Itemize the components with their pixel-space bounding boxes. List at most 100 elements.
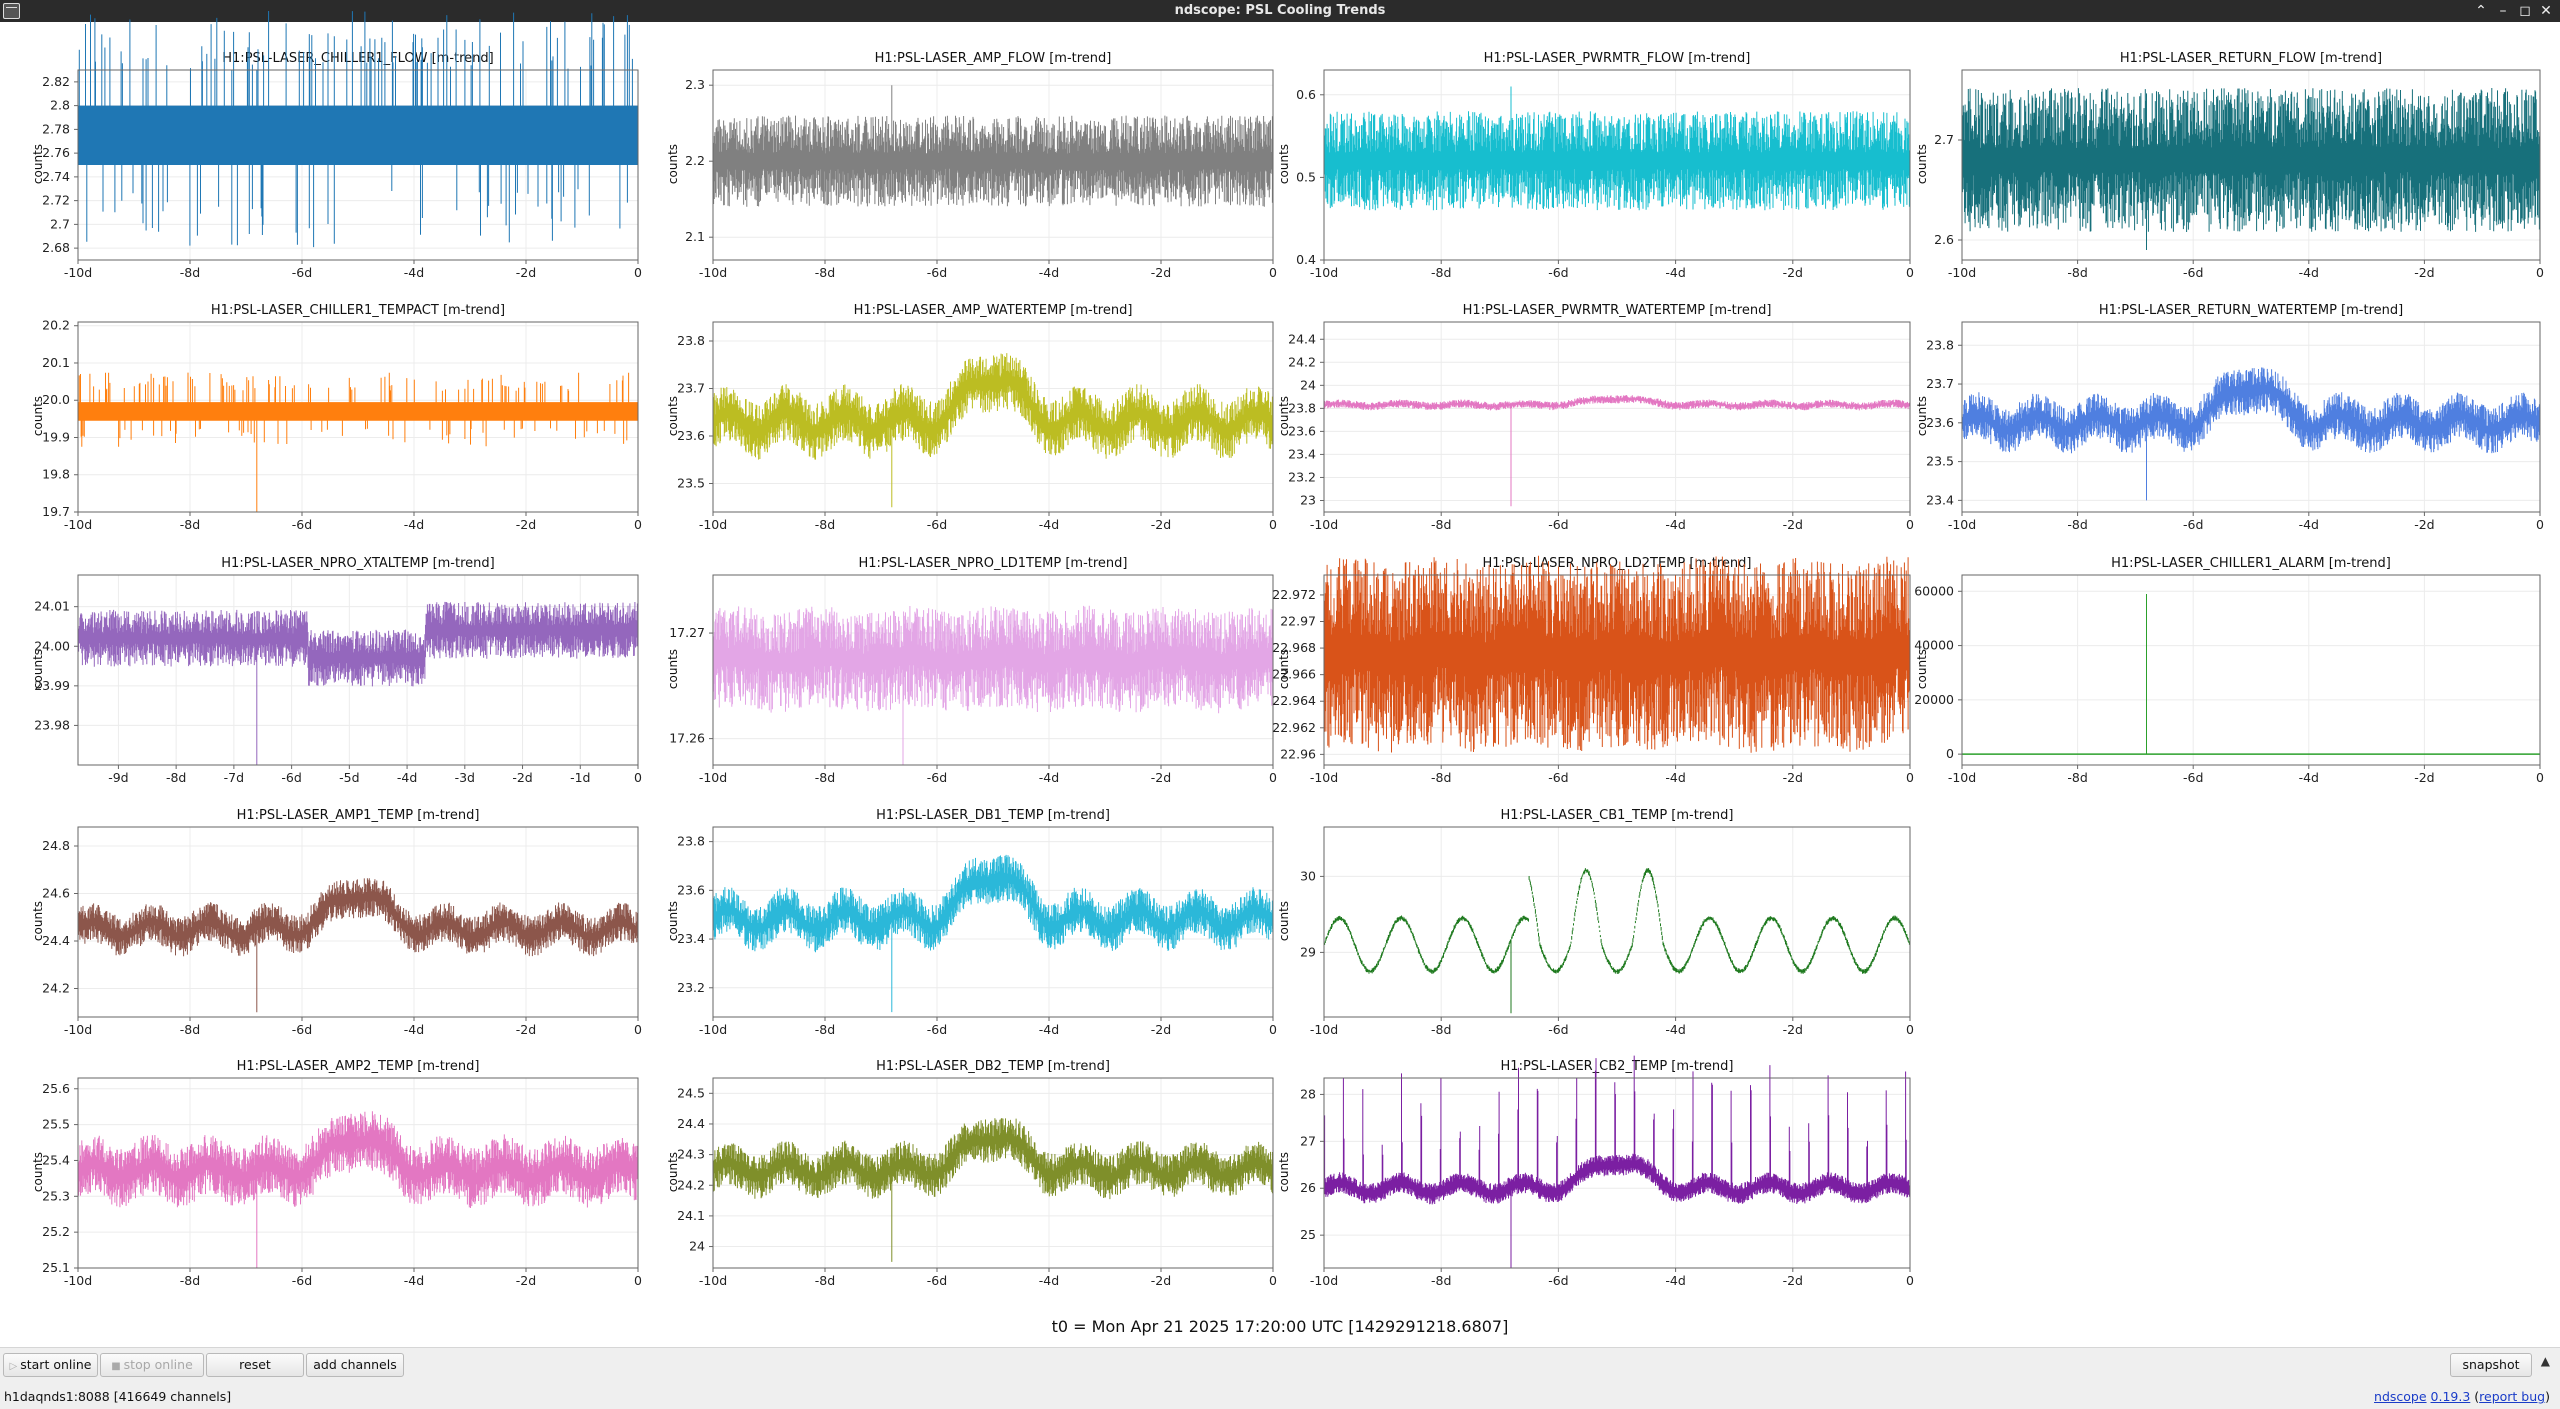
y-tick-label: 24.00 [34,638,70,653]
y-tick-label: 25.2 [42,1224,70,1239]
t0-label: t0 = Mon Apr 21 2025 17:20:00 UTC [14292… [1051,1317,1509,1336]
x-tick-label: -4d [2299,770,2319,785]
plot-title: H1:PSL-LASER_RETURN_WATERTEMP [m-trend] [2098,303,2404,318]
x-tick-label: -8d [2067,265,2087,280]
plot-3[interactable]: 2.7 2.6 -10d -8d -6d -4d -2d 0 [1934,69,2544,282]
add-channels-button[interactable]: add channels [306,1353,404,1377]
close-icon[interactable]: ✕ [2540,3,2552,19]
x-tick-label: -4d [1665,265,1685,280]
plot-4[interactable]: 20.2 20.1 20.0 19.9 19.8 19.7-10d -8d -6d -4d -2d… [42,318,642,534]
y-tick-label: 25.3 [42,1188,70,1203]
stop-online-button: ■ stop online [100,1353,204,1377]
plot-0[interactable]: 2.82 2.8 2.78 2.76 2.74 2.72 2.7 2.68 -10d -8d -6d… [42,11,642,282]
app-menu-icon[interactable] [3,3,20,19]
x-tick-label: -4d [1665,1273,1685,1288]
expand-up-icon[interactable]: ▲ [2540,1354,2550,1368]
plot-16[interactable]: 24.5 24.4 24.3 24.2 24.1 24 -10d -8d -6d -4d -2d 0 [677,1077,1277,1290]
x-tick-label: -10d [699,265,727,280]
y-tick-label: 24.6 [42,886,70,901]
plot-5[interactable]: 23.8 23.7 23.6 23.5 -10d -8d -6d -4d -2d 0 [677,321,1277,534]
y-tick-label: 23.8 [677,834,705,849]
app-name-link[interactable]: ndscope [2374,1389,2427,1404]
x-tick-label: -10d [699,1022,727,1037]
stop-icon: ■ [111,1361,121,1372]
x-tick-label: -4d [1665,770,1685,785]
x-tick-label: -10d [1310,770,1338,785]
y-tick-label: 22.968 [1272,640,1316,655]
axes-frame [1323,574,1911,766]
trace-path [1323,555,1910,753]
y-tick-label: 2.7 [50,216,70,231]
plot-13[interactable]: 23.8 23.6 23.4 23.2 -10d -8d -6d -4d -2d 0 [677,826,1277,1039]
plot-title: H1:PSL-LASER_CHILLER1_FLOW [m-trend] [222,51,494,66]
reset-button[interactable]: reset [206,1353,304,1377]
y-tick-label: 22.972 [1272,587,1316,602]
plot-8[interactable]: 24.01 24.00 23.99 23.98 -9d -8d -7d -6d -5d -4d -3… [34,574,642,787]
x-tick-label: -8d [2067,770,2087,785]
plot-7[interactable]: 23.8 23.7 23.6 23.5 23.4 -10d -8d -6d -4d -2d 0 [1926,321,2544,534]
plot-17[interactable]: 28 27 26 25 -10d -8d -6d -4d -2d 0 [1300,1055,1914,1290]
axes-frame [712,574,1274,766]
axes-frame [1323,1077,1911,1269]
data-trace [1323,868,1910,1014]
x-tick-label: -4d [2299,517,2319,532]
x-tick-label: -10d [1948,770,1976,785]
report-bug-link[interactable]: report bug [2479,1389,2546,1404]
axes-frame [77,69,639,261]
x-tick-label: -10d [1310,1022,1338,1037]
plot-grid[interactable]: H1:PSL-LASER_CHILLER1_FLOW [m-trend] coun… [0,11,2560,1347]
plot-10[interactable]: 22.972 22.97 22.968 22.966 22.964 22.962 22.96… [1272,555,1914,787]
plot-15[interactable]: 25.6 25.5 25.4 25.3 25.2 25.1-10d -8d -6d -4d -2d… [42,1077,642,1290]
keep-above-icon[interactable]: ⌃ [2475,3,2487,19]
axes-frame [1961,574,2541,766]
x-tick-label: 0 [634,517,642,532]
y-tick-label: 2.76 [42,145,70,160]
start-online-button[interactable]: ▷ start online [3,1353,98,1377]
x-tick-label: -8d [180,265,200,280]
x-tick-label: 0 [1906,517,1914,532]
x-tick-label: -2d [516,1022,536,1037]
y-tick-label: 2.74 [42,169,70,184]
y-tick-label: 27 [1300,1133,1316,1148]
version-info: ndscope 0.19.3 (report bug) [2374,1389,2550,1404]
plot-2[interactable]: 0.6 0.5 0.4-10d -8d -6d -4d -2d 0 [1296,69,1914,282]
x-tick-label: -6d [281,770,301,785]
maximize-icon[interactable]: ◻ [2519,3,2531,19]
plot-12[interactable]: 24.8 24.6 24.4 24.2 -10d -8d -6d -4d -2d 0 [42,826,642,1039]
y-tick-label: 24.4 [1288,331,1316,346]
trace-path [712,1118,1273,1262]
y-tick-label: 60000 [1914,583,1954,598]
x-tick-label: -4d [1039,517,1059,532]
snapshot-button[interactable]: snapshot [2450,1353,2532,1377]
plot-title: H1:PSL-LASER_PWRMTR_WATERTEMP [m-trend] [1462,303,1772,318]
x-tick-label: -2d [1783,1273,1803,1288]
y-tick-label: 24.01 [34,599,70,614]
y-tick-label: 23.4 [1288,446,1316,461]
data-trace [77,601,638,765]
y-tick-label: 17.26 [669,731,705,746]
plot-1[interactable]: 2.3 2.2 2.1 -10d -8d -6d -4d -2d 0 [685,69,1277,282]
y-tick-label: 2.68 [42,240,70,255]
plot-11[interactable]: 60000 40000 20000 0 -10d -8d -6d -4d -2d 0 [1914,574,2544,787]
x-tick-label: -8d [2067,517,2087,532]
x-tick-label: -5d [339,770,359,785]
version-link[interactable]: 0.19.3 [2430,1389,2471,1404]
status-bar: h1daqnds1:8088 [416649 channels] ndscope… [0,1385,2560,1409]
window-title: ndscope: PSL Cooling Trends [1174,3,1386,18]
plot-6[interactable]: 24.4 24.2 24 23.8 23.6 23.4 23.2 23 -10d -8d -6d -4… [1288,321,1914,534]
plot-14[interactable]: 30 29 -10d -8d -6d -4d -2d 0 [1300,826,1914,1039]
x-tick-label: -2d [2414,517,2434,532]
y-tick-label: 2.1 [685,229,705,244]
trace-path [77,11,638,248]
plot-9[interactable]: 17.27 17.26 -10d -8d -6d -4d -2d 0 [669,574,1277,787]
toolbar: ▷ start online ■ stop online reset add cha… [0,1347,2560,1389]
x-tick-label: -8d [1431,1273,1451,1288]
x-tick-label: 0 [1269,770,1277,785]
x-tick-label: -10d [1310,517,1338,532]
y-tick-label: 23.5 [677,476,705,491]
data-trace [1323,86,1910,211]
minimize-icon[interactable]: – [2499,3,2507,19]
x-tick-label: -3d [455,770,475,785]
axes-frame [77,826,639,1018]
y-axis-label: counts [666,648,680,690]
